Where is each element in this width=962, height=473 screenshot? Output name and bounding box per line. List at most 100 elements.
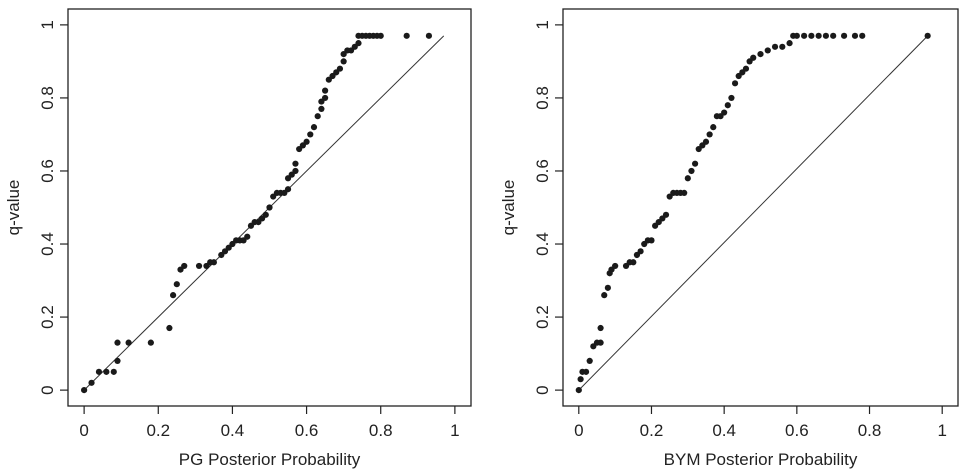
bym-x-tick-label: 0.2 xyxy=(640,421,664,440)
bym-x-tick-label: 1 xyxy=(937,421,946,440)
bym-y-tick-label: 0 xyxy=(533,385,552,394)
bym-data-point xyxy=(742,65,750,72)
bym-data-point xyxy=(691,160,699,167)
pg-y-tick-label: 0.6 xyxy=(38,159,57,183)
pg-data-point xyxy=(262,211,269,218)
bym-data-point xyxy=(731,80,739,87)
bym-data-point xyxy=(702,138,710,145)
bym-data-point xyxy=(793,32,800,39)
pg-y-tick-label: 0 xyxy=(38,385,57,394)
bym-data-point xyxy=(750,54,757,61)
pg-data-point xyxy=(114,339,121,346)
pg-data-point xyxy=(292,167,299,175)
pg-data-point xyxy=(322,94,329,102)
pg-y-tick-label: 0.8 xyxy=(38,86,57,110)
bym-data-point xyxy=(575,387,582,394)
pg-data-point xyxy=(403,32,410,39)
bym-data-point xyxy=(630,259,637,266)
pg-data-point xyxy=(125,339,132,346)
pg-x-axis: 0 0.2 0.4 0.6 0.8 1 xyxy=(79,406,460,440)
pg-data-point xyxy=(310,124,318,131)
bym-data-point xyxy=(859,32,866,39)
bym-data-point xyxy=(684,175,691,182)
pg-data-point xyxy=(147,339,154,346)
bym-data-point xyxy=(728,94,735,102)
bym-data-point xyxy=(597,339,604,346)
pg-data-point xyxy=(210,259,217,266)
pg-data-point xyxy=(95,368,103,375)
pg-data-point xyxy=(266,204,273,211)
pg-data-point xyxy=(322,87,329,94)
pg-y-axis: 0 0.2 0.4 0.6 0.8 1 xyxy=(38,20,68,395)
bym-data-point xyxy=(808,32,815,39)
bym-identity-line xyxy=(578,35,929,391)
pg-data-point xyxy=(166,324,173,332)
bym-data-point xyxy=(648,237,655,244)
pg-x-tick-label: 0.6 xyxy=(295,421,319,440)
pg-data-point xyxy=(114,357,121,365)
pg-x-tick-label: 0.8 xyxy=(369,421,393,440)
pg-data-point xyxy=(181,262,188,270)
bym-data-point xyxy=(637,248,644,255)
bym-data-point xyxy=(612,262,619,270)
bym-y-tick-label: 0.6 xyxy=(533,159,552,183)
bym-data-point xyxy=(840,32,848,39)
bym-x-tick-label: 0.8 xyxy=(858,421,882,440)
pg-data-point xyxy=(110,368,117,375)
bym-data-point xyxy=(721,109,728,116)
bym-x-axis: 0 0.2 0.4 0.6 0.8 1 xyxy=(574,406,947,440)
pg-x-tick-label: 0 xyxy=(79,421,88,440)
bym-data-point xyxy=(597,324,604,332)
bym-chart-panel: 0 0.2 0.4 0.6 0.8 1 0 0.2 0.4 0.6 0.8 1 BYM Poster… xyxy=(499,8,959,469)
pg-chart-panel: 0 0.2 0.4 0.6 0.8 1 0 0.2 0.4 0.6 0.8 1 PG Posteri… xyxy=(4,8,472,469)
bym-data-point xyxy=(786,40,793,47)
pg-data-point xyxy=(425,32,433,39)
pg-y-tick-label: 0.2 xyxy=(38,305,57,329)
bym-data-point xyxy=(604,284,611,291)
bym-y-tick-label: 0.4 xyxy=(533,232,552,256)
pg-x-tick-label: 1 xyxy=(450,421,459,440)
bym-data-point xyxy=(924,32,931,39)
pg-data-point xyxy=(88,379,95,386)
bym-data-point xyxy=(706,131,713,138)
pg-data-point xyxy=(318,105,325,112)
pg-x-tick-label: 0.4 xyxy=(221,421,245,440)
pg-data-point xyxy=(303,138,310,145)
pg-data-point xyxy=(314,113,321,120)
pg-data-point xyxy=(284,186,292,193)
bym-data-point xyxy=(851,32,859,39)
bym-data-point xyxy=(586,357,593,365)
pg-y-tick-label: 0.4 xyxy=(38,232,57,256)
pg-y-axis-label: q-value xyxy=(4,180,23,236)
pg-data-point xyxy=(103,368,110,375)
bym-y-tick-label: 0.8 xyxy=(533,86,552,110)
bym-y-axis-label: q-value xyxy=(499,180,518,236)
pg-data-point xyxy=(336,65,344,72)
bym-y-tick-label: 0.2 xyxy=(533,305,552,329)
bym-data-point xyxy=(801,32,808,39)
bym-data-point xyxy=(815,32,822,39)
bym-data-point xyxy=(771,43,779,50)
bym-x-tick-label: 0.6 xyxy=(785,421,809,440)
bym-plot-frame xyxy=(562,8,959,407)
bym-y-tick-label: 1 xyxy=(533,20,552,29)
pg-y-tick-label: 1 xyxy=(38,20,57,29)
bym-data-point xyxy=(710,124,717,131)
pg-x-axis-label: PG Posterior Probability xyxy=(179,450,361,469)
bym-data-point xyxy=(662,211,670,218)
pg-plot-frame xyxy=(67,8,472,407)
pg-points-series xyxy=(81,32,433,394)
pg-data-point xyxy=(355,40,362,47)
bym-x-tick-label: 0.4 xyxy=(712,421,736,440)
bym-data-point xyxy=(830,32,837,39)
pg-data-point xyxy=(307,131,314,138)
pg-data-point xyxy=(170,292,177,299)
bym-data-point xyxy=(688,167,695,175)
bym-x-tick-label: 0 xyxy=(574,421,583,440)
bym-data-point xyxy=(764,47,771,54)
pg-data-point xyxy=(340,58,347,65)
bym-data-point xyxy=(757,50,764,58)
bym-points-series xyxy=(575,32,931,394)
bym-data-point xyxy=(724,102,731,109)
pg-data-point xyxy=(81,387,88,394)
